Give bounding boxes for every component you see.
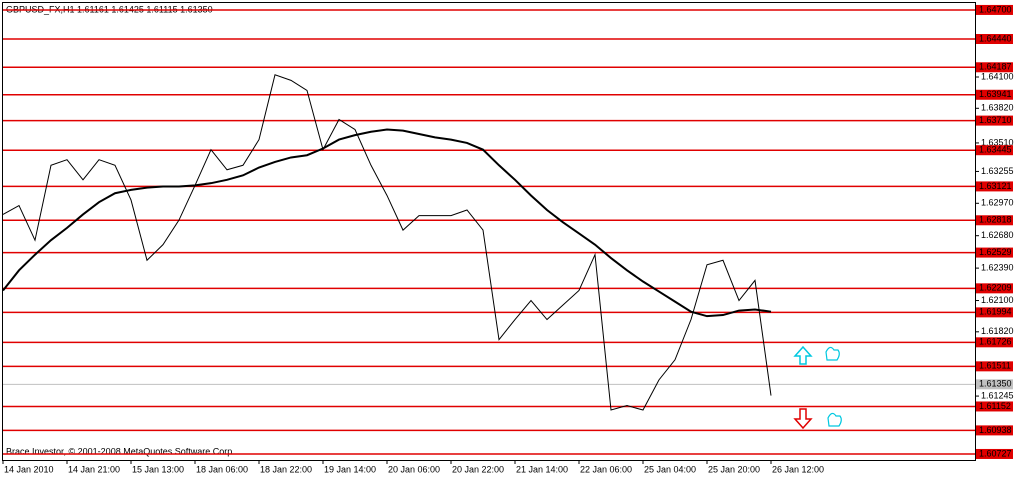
x-tick-label: 18 Jan 22:00 [260,464,312,474]
level-label-box [976,215,1013,226]
level-label: 1.60938 [979,425,1012,435]
y-tick-label: 1.62680 [981,230,1014,240]
level-label: 1.61726 [979,337,1012,347]
level-label-box [976,145,1013,156]
level-label-box [976,89,1013,100]
level-label: 1.63121 [979,181,1012,191]
x-tick-label: 25 Jan 04:00 [644,464,696,474]
x-tick-label: 19 Jan 14:00 [324,464,376,474]
up-arrow-icon [793,345,840,365]
level-label-box [976,283,1013,294]
current-price-box [976,379,1013,390]
x-tick-label: 26 Jan 12:00 [772,464,824,474]
level-label: 1.60727 [979,448,1012,458]
level-label: 1.63710 [979,115,1012,125]
level-label: 1.61511 [979,361,1011,371]
x-tick-label: 20 Jan 06:00 [388,464,440,474]
x-tick-label: 25 Jan 20:00 [708,464,760,474]
y-tick-label: 1.62100 [981,295,1014,305]
y-tick-label: 1.63510 [981,137,1014,147]
level-label: 1.64440 [979,33,1012,43]
level-label-box [976,448,1013,459]
level-label-box [976,181,1013,192]
x-tick-label: 14 Jan 21:00 [68,464,120,474]
level-label: 1.63445 [979,145,1012,155]
x-tick-label: 18 Jan 06:00 [196,464,248,474]
y-tick-label: 1.61245 [981,390,1014,400]
series-line [2,74,772,411]
y-tick-label: 1.63255 [981,166,1014,176]
y-tick-label: 1.62390 [981,262,1014,272]
current-price-label: 1.61350 [979,379,1012,389]
y-tick-label: 1.63820 [981,103,1014,113]
x-tick-label: 20 Jan 22:00 [452,464,504,474]
level-label-box [976,401,1013,412]
x-tick-label: 22 Jan 06:00 [580,464,632,474]
level-label-box [976,34,1013,45]
level-label-box [976,115,1013,126]
level-label: 1.62818 [979,215,1012,225]
x-tick-label: 14 Jan 2010 [4,464,54,474]
y-tick-label: 1.62970 [981,198,1014,208]
level-label-box [976,337,1013,348]
level-label-box [976,4,1013,15]
y-tick-label: 1.61820 [981,326,1014,336]
level-label-box [976,307,1013,318]
level-label: 1.61152 [979,401,1011,411]
level-label: 1.61994 [979,307,1012,317]
down-arrow-icon [793,408,842,430]
level-label-box [976,62,1013,73]
level-label-box [976,247,1013,258]
y-tick-label: 1.64100 [981,71,1014,81]
series-line [2,128,772,318]
level-label: 1.64187 [979,62,1012,72]
x-tick-label: 15 Jan 13:00 [132,464,184,474]
level-label-box [976,425,1013,436]
level-label: 1.62209 [979,283,1012,293]
level-label-box [976,361,1013,372]
level-label: 1.62529 [979,247,1012,257]
copyright: Brace Investor, © 2001-2008 MetaQuotes S… [6,446,235,456]
level-label: 1.64700 [979,4,1012,14]
level-label: 1.63941 [979,89,1012,99]
x-tick-label: 21 Jan 14:00 [516,464,568,474]
plot-frame [2,2,976,461]
